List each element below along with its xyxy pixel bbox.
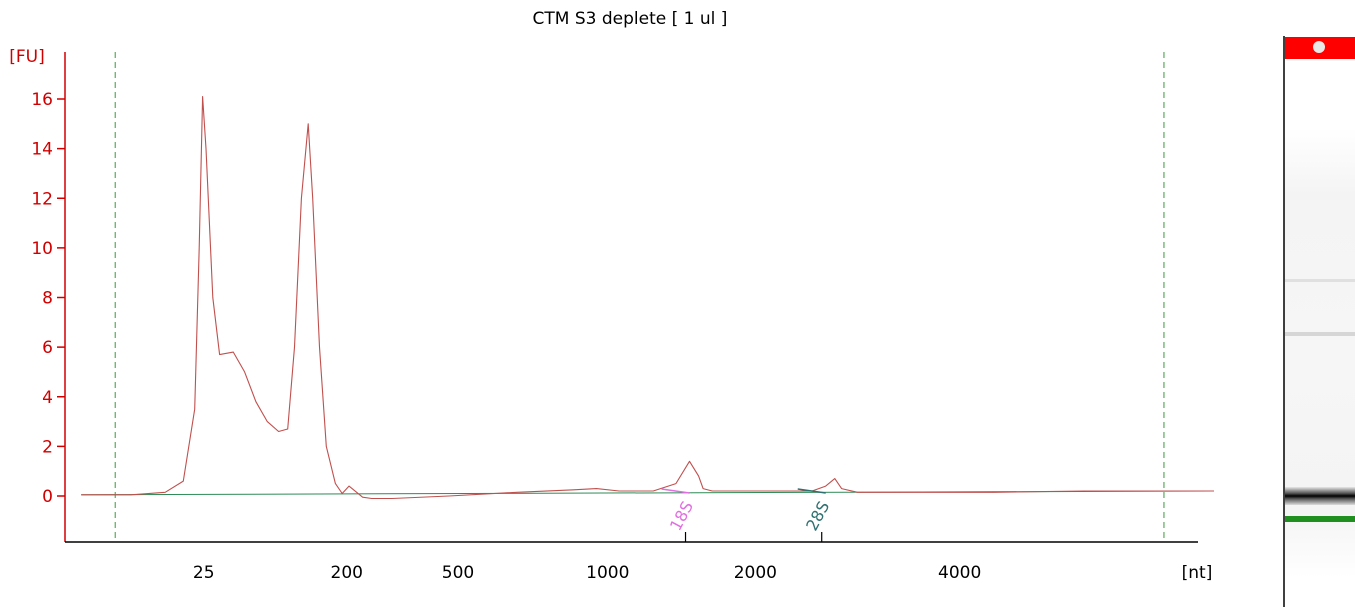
peak-annotations: 18S 28S <box>661 488 833 534</box>
annotation-label: 18S <box>666 498 697 534</box>
gel-band-faint-1 <box>1285 279 1355 282</box>
x-axis-ticks: 25 200 500 1000 2000 4000 <box>193 532 981 583</box>
gel-band-green-marker <box>1285 516 1355 522</box>
y-tick-label: 16 <box>31 90 53 110</box>
x-tick-label: 200 <box>331 563 363 583</box>
y-tick-label: 0 <box>42 487 53 507</box>
marker-lines <box>114 52 1165 542</box>
annotation-label: 28S <box>802 498 833 534</box>
y-tick-label: 4 <box>42 388 53 408</box>
y-tick-label: 8 <box>42 289 53 309</box>
y-axis-label: [FU] <box>9 47 45 67</box>
y-tick-label: 10 <box>31 239 53 259</box>
y-tick-label: 12 <box>31 189 53 209</box>
annotation-leader-line <box>661 488 690 494</box>
x-tick-label: 500 <box>442 563 474 583</box>
y-tick-label: 14 <box>31 140 53 160</box>
y-tick-label: 2 <box>42 437 53 457</box>
x-tick-label: 25 <box>193 563 215 583</box>
x-tick-label: 4000 <box>938 563 981 583</box>
gel-band-faint-2 <box>1285 332 1355 336</box>
x-axis-label: [nt] <box>1182 563 1213 583</box>
trace-layer <box>81 95 1214 500</box>
y-axis-ticks: 0 2 4 6 8 10 12 14 16 <box>31 90 65 507</box>
x-tick-label: 1000 <box>586 563 629 583</box>
gel-band-dark <box>1285 487 1355 505</box>
annotation-leader-line <box>797 488 826 494</box>
y-tick-label: 6 <box>42 338 53 358</box>
x-tick-label: 2000 <box>734 563 777 583</box>
gel-lane <box>1283 36 1355 607</box>
gel-lane-body <box>1284 128 1355 578</box>
trace-series-line <box>81 95 1214 500</box>
chart-title: CTM S3 deplete [ 1 ul ] <box>533 9 728 29</box>
gel-lane-marker-dot <box>1313 41 1325 53</box>
